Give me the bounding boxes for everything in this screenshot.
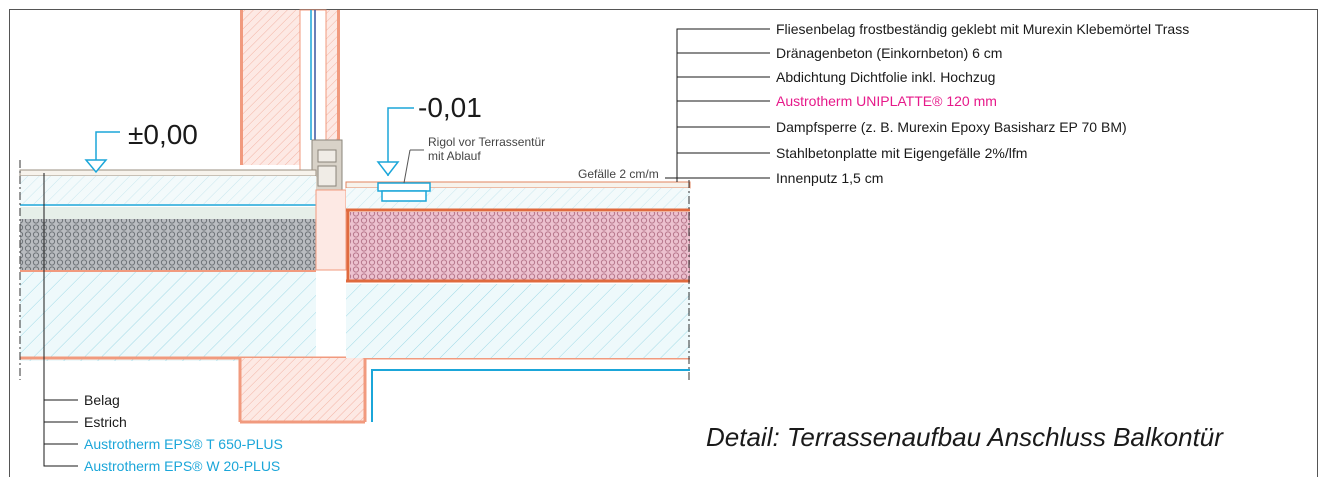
label-estrich: Estrich xyxy=(84,414,127,430)
door-frame xyxy=(311,139,343,193)
channel-drain xyxy=(377,182,431,202)
wall-slab-joint xyxy=(315,189,347,271)
label-stahlbetonplatte: Stahlbetonplatte mit Eigengefälle 2%/lfm xyxy=(776,145,1027,161)
label-dampfsperre: Dampfsperre (z. B. Murexin Epoxy Basisha… xyxy=(776,119,1127,135)
label-eps-w20: Austrotherm EPS® W 20-PLUS xyxy=(84,458,280,474)
level-marker-outside: -0,01 xyxy=(376,92,482,177)
slope-note: Gefälle 2 cm/m xyxy=(578,167,659,181)
lower-structure xyxy=(238,358,690,424)
right-labels: Fliesenbelag frostbeständig geklebt mit … xyxy=(776,21,1189,186)
label-draenagenbeton: Dränagenbeton (Einkornbeton) 6 cm xyxy=(776,45,1002,61)
label-fliesenbelag: Fliesenbelag frostbeständig geklebt mit … xyxy=(776,21,1189,37)
wall-upper xyxy=(240,9,340,171)
terrace-buildup xyxy=(345,181,691,358)
left-labels: Belag Estrich Austrotherm EPS® T 650-PLU… xyxy=(84,392,283,474)
level-marker-inside: ±0,00 xyxy=(84,119,198,174)
label-uniplatte: Austrotherm UNIPLATTE® 120 mm xyxy=(776,93,997,109)
level-label-outside: -0,01 xyxy=(418,92,482,123)
right-leaders xyxy=(665,28,770,182)
left-leaders xyxy=(43,173,78,467)
rigol-note: Rigol vor Terrassentür mit Ablauf xyxy=(403,135,545,184)
detail-caption: Detail: Terrassenaufbau Anschluss Balkon… xyxy=(706,422,1224,452)
drawing-frame xyxy=(9,9,1318,477)
rigol-note-line-1: Rigol vor Terrassentür xyxy=(428,135,545,149)
label-eps-t650: Austrotherm EPS® T 650-PLUS xyxy=(84,436,283,452)
level-label-inside: ±0,00 xyxy=(128,119,198,150)
label-abdichtung: Abdichtung Dichtfolie inkl. Hochzug xyxy=(776,69,995,85)
label-belag: Belag xyxy=(84,392,120,408)
rigol-note-line-2: mit Ablauf xyxy=(428,149,481,163)
label-innenputz: Innenputz 1,5 cm xyxy=(776,170,883,186)
